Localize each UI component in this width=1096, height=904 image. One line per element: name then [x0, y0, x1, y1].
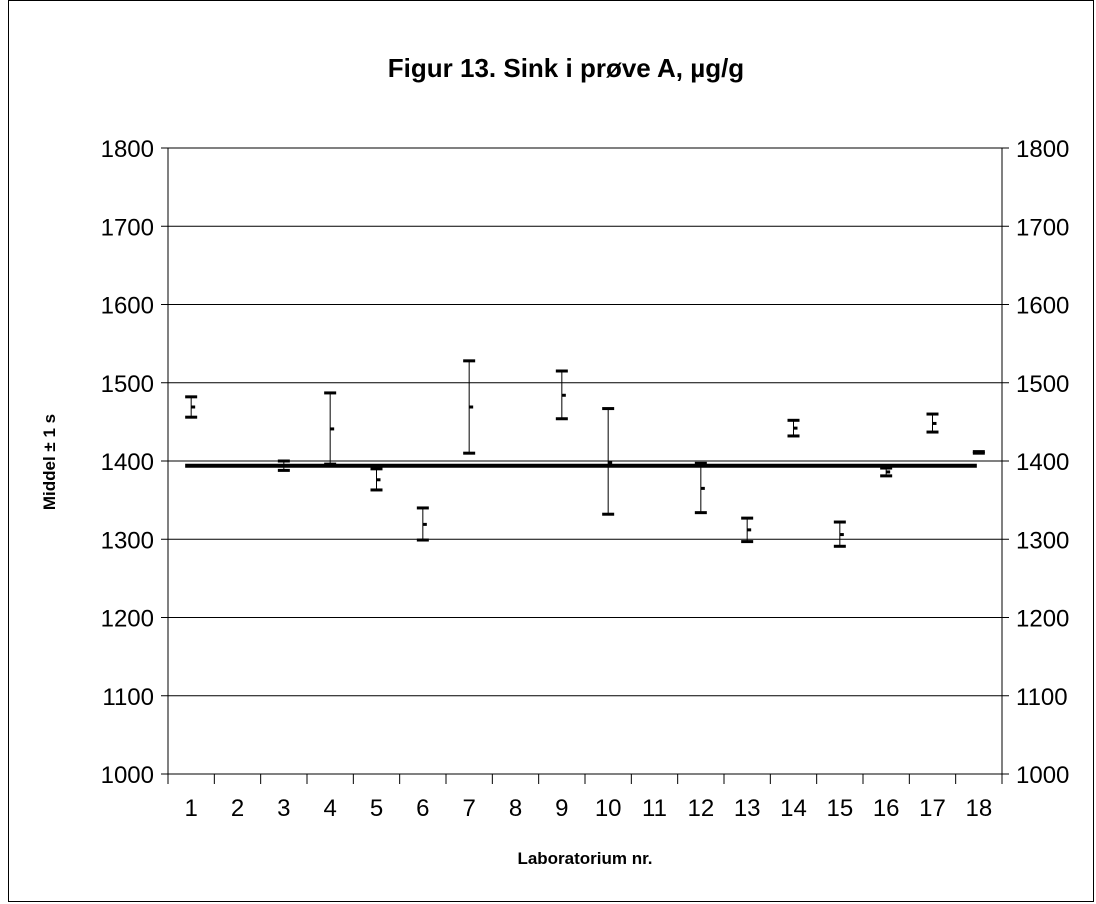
x-tick-label: 14 — [780, 795, 807, 822]
y-tick-label-right: 1400 — [1016, 449, 1069, 476]
y-tick-label-left: 1100 — [102, 684, 154, 711]
x-tick-label: 18 — [965, 795, 992, 822]
y-tick-label-right: 1200 — [1016, 606, 1069, 633]
y-axis-label: Middel ± 1 s — [40, 414, 59, 510]
y-tick-label-right: 1300 — [1016, 527, 1069, 554]
chart-title: Figur 13. Sink i prøve A, µg/g — [388, 53, 744, 83]
y-tick-label-right: 1600 — [1016, 293, 1069, 320]
chart-frame — [8, 0, 1094, 902]
x-tick-label: 12 — [687, 795, 714, 822]
y-tick-label-left: 1500 — [101, 371, 154, 398]
y-tick-label-left: 1400 — [101, 449, 154, 476]
plot-area: 1000 1000 1100 1100 1200 1200 1300 1300 1400 1400… — [101, 136, 1070, 822]
x-tick-label: 13 — [734, 795, 761, 822]
y-tick-label-left: 1300 — [101, 527, 154, 554]
y-tick-label-right: 1700 — [1016, 214, 1069, 241]
y-tick-label-left: 1000 — [101, 762, 154, 789]
y-tick-label-right: 1800 — [1016, 136, 1069, 163]
x-tick-label: 9 — [555, 795, 568, 822]
x-tick-label: 7 — [462, 795, 475, 822]
x-tick-label: 16 — [873, 795, 900, 822]
y-tick-label-right: 1000 — [1016, 762, 1069, 789]
x-tick-label: 5 — [370, 795, 383, 822]
x-tick-label: 4 — [323, 795, 336, 822]
y-tick-label-left: 1600 — [101, 293, 154, 320]
y-tick-label-left: 1700 — [101, 214, 154, 241]
y-tick-label-right: 1500 — [1016, 371, 1069, 398]
x-tick-label: 8 — [509, 795, 522, 822]
x-tick-label: 2 — [231, 795, 244, 822]
x-axis-label: Laboratorium nr. — [517, 849, 652, 868]
y-tick-label-left: 1800 — [101, 136, 154, 163]
y-tick-label-right: 1100 — [1016, 684, 1068, 711]
x-tick-label: 3 — [277, 795, 290, 822]
x-tick-label: 10 — [595, 795, 622, 822]
y-tick-label-left: 1200 — [101, 606, 154, 633]
x-tick-label: 1 — [184, 795, 197, 822]
x-tick-label: 17 — [919, 795, 946, 822]
x-tick-label: 6 — [416, 795, 429, 822]
x-tick-label: 11 — [642, 795, 667, 822]
x-tick-label: 15 — [826, 795, 853, 822]
